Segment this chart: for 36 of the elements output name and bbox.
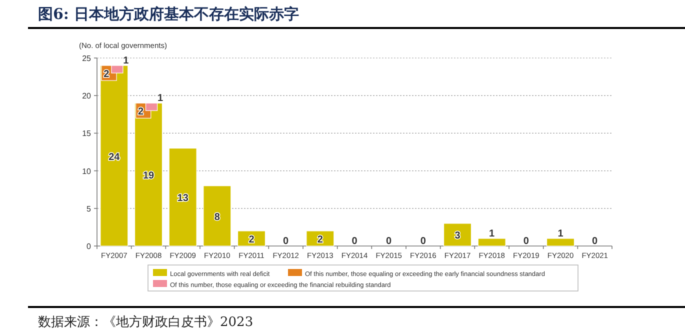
bar xyxy=(100,65,128,246)
data-label: 0 xyxy=(352,236,358,247)
data-label: 0 xyxy=(420,236,426,247)
y-tick-label: 15 xyxy=(82,129,92,138)
data-label: 2 xyxy=(248,234,255,246)
data-label: 0 xyxy=(523,236,530,247)
data-label: 1 xyxy=(558,228,564,240)
data-label: 1 xyxy=(157,93,164,104)
bar xyxy=(443,223,472,246)
bar xyxy=(546,238,575,246)
data-label: 2 xyxy=(104,69,110,80)
bar xyxy=(134,102,163,246)
data-label: 1 xyxy=(489,228,496,240)
bar xyxy=(237,230,266,246)
y-tick-label: 20 xyxy=(82,92,92,101)
y-tick-label: 5 xyxy=(86,204,92,214)
bar xyxy=(203,186,232,246)
data-label: 8 xyxy=(214,212,220,223)
y-tick-label: 25 xyxy=(82,54,92,63)
y-tick-label: 0 xyxy=(86,242,92,251)
bar xyxy=(478,238,506,246)
data-label: 2 xyxy=(317,234,324,246)
data-label: 13 xyxy=(177,193,189,204)
data-label: 19 xyxy=(142,170,154,182)
data-label: 2 xyxy=(138,106,144,118)
data-label: 0 xyxy=(283,236,290,247)
data-label: 3 xyxy=(454,230,461,242)
source-note: 数据来源：《地方财政白皮书》2023 xyxy=(38,314,254,330)
data-label: 0 xyxy=(592,236,598,247)
chart-title: 图6: 日本地方政府基本不存在实际赤字 xyxy=(38,5,300,23)
y-tick-label: 10 xyxy=(82,166,92,176)
data-label: 0 xyxy=(386,236,392,247)
data-label: 24 xyxy=(108,152,120,163)
bar xyxy=(168,148,197,246)
data-label: 1 xyxy=(123,56,130,67)
bar xyxy=(306,230,334,246)
